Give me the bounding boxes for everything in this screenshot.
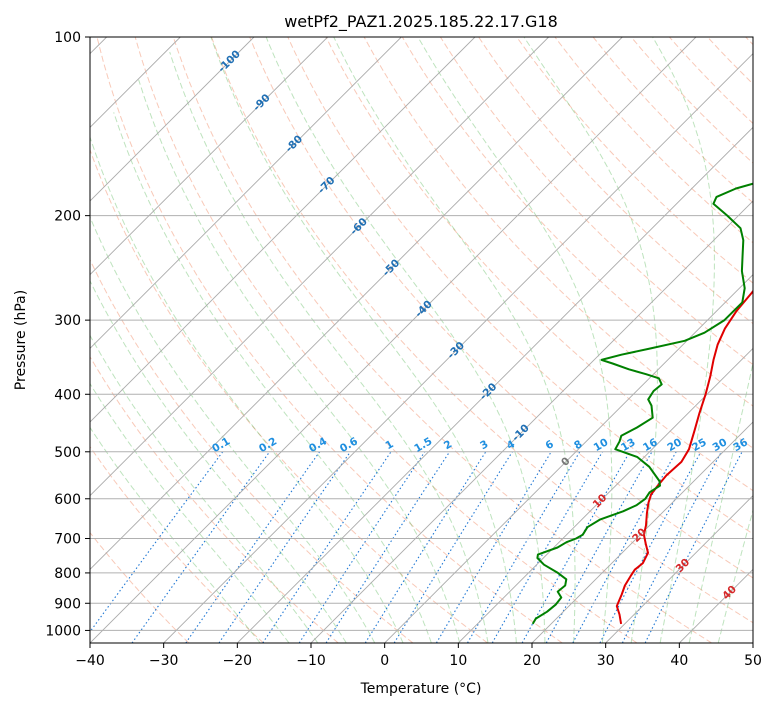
dry-adiabat-line (172, 37, 712, 643)
y-tick-label: 600 (54, 492, 81, 508)
x-tick-label: 0 (380, 653, 389, 669)
isotherm-line (531, 421, 753, 643)
dry-adiabat-line (96, 37, 563, 643)
y-tick-label: 300 (54, 313, 81, 329)
mixing-ratio-line (262, 451, 392, 643)
dry-adiabat-line (439, 37, 753, 366)
mixing-ratio-line (298, 451, 426, 643)
mixing-ratio-line (90, 451, 224, 633)
y-tick-label: 500 (54, 445, 81, 461)
y-tick-label: 700 (54, 532, 81, 548)
moist-adiabat-line (265, 37, 546, 643)
x-axis-title: Temperature (°C) (360, 681, 482, 697)
x-tick-label: 20 (523, 653, 541, 669)
chart-title: wetPf2_PAZ1.2025.185.22.17.G18 (284, 12, 558, 32)
dry-adiabat-line (516, 37, 753, 284)
y-tick-label: 800 (54, 566, 81, 582)
dry-adiabat-line (211, 37, 753, 624)
mixing-ratio-line (218, 451, 351, 643)
dry-adiabat-line (249, 37, 753, 579)
y-axis-title: Pressure (hPa) (13, 290, 29, 390)
isotherm-line (90, 37, 697, 643)
mixing-ratio-line (364, 451, 487, 643)
x-tick-label: 10 (449, 653, 467, 669)
isotherm-line (605, 495, 753, 643)
isotherm-line (237, 126, 753, 643)
y-tick-label: 200 (54, 209, 81, 225)
isotherm-line (90, 37, 476, 423)
mixing-ratio-line (644, 451, 743, 643)
moist-adiabat-line (523, 37, 658, 643)
mixing-ratio-line (545, 451, 653, 643)
isotherm-line (90, 37, 328, 276)
dry-adiabat-line (401, 37, 753, 407)
isotherm-line (90, 37, 402, 349)
isotherm-line (90, 37, 623, 570)
isotherm-line (310, 200, 753, 643)
skewed-isotherms (90, 37, 753, 643)
moist-adiabat-line (333, 37, 576, 643)
dry-adiabat-line (90, 355, 339, 643)
y-tick-label: 100 (54, 30, 81, 46)
isotherm-line (458, 347, 753, 643)
mixing-ratio-line (325, 451, 451, 643)
moist-adiabat-line (90, 135, 404, 643)
moist-adiabat-line (417, 37, 613, 643)
moist-adiabat-line (90, 382, 290, 643)
moist-adiabat-line (90, 334, 319, 643)
x-tick-label: 50 (744, 653, 762, 669)
moist-adiabat-line (210, 37, 517, 643)
isotherm-line (90, 37, 549, 497)
sounding-series (531, 182, 753, 625)
dewpoint-profile-line (531, 182, 753, 625)
temperature-profile-line (615, 289, 753, 625)
plot-frame (89, 36, 754, 644)
x-tick-label: 40 (670, 653, 688, 669)
moist-adiabat-line (169, 51, 489, 643)
mixing-ratio-line (131, 451, 271, 643)
moist-adiabat-line (651, 37, 715, 643)
x-axis-ticks: −40 −30 −20 −10 0 10 20 30 40 50 (75, 643, 762, 669)
moist-adiabat-line (90, 279, 347, 643)
moist-adiabat-line (138, 79, 461, 643)
x-tick-label: −10 (296, 653, 326, 669)
dry-adiabat-line (90, 531, 190, 643)
x-tick-label: −30 (149, 653, 179, 669)
mixing-ratio-line (572, 451, 677, 643)
moist-adiabats (90, 37, 753, 643)
y-tick-label: 1000 (45, 623, 81, 639)
dry-adiabat-line (90, 148, 488, 643)
plot-area: -100-90-80-70-60-50-40-30-20-10 01020304… (90, 37, 753, 643)
mixing-ratio-line (185, 451, 321, 643)
isotherm-line (163, 53, 753, 643)
y-axis-ticks: 100 200 300 400 500 600 700 800 900 1000 (45, 30, 90, 639)
isobars (90, 37, 753, 631)
mixing-ratio-line (521, 451, 631, 643)
x-tick-label: 30 (597, 653, 615, 669)
y-tick-label: 400 (54, 387, 81, 403)
mixing-ratio-line (435, 451, 552, 643)
dry-adiabat-line (134, 37, 638, 643)
isotherm-line (90, 37, 255, 202)
dry-adiabats (90, 37, 753, 643)
dry-adiabat-line (90, 445, 264, 643)
moist-adiabat-line (90, 426, 261, 643)
x-tick-label: −40 (75, 653, 105, 669)
x-tick-label: −20 (223, 653, 253, 669)
y-tick-label: 900 (54, 596, 81, 612)
